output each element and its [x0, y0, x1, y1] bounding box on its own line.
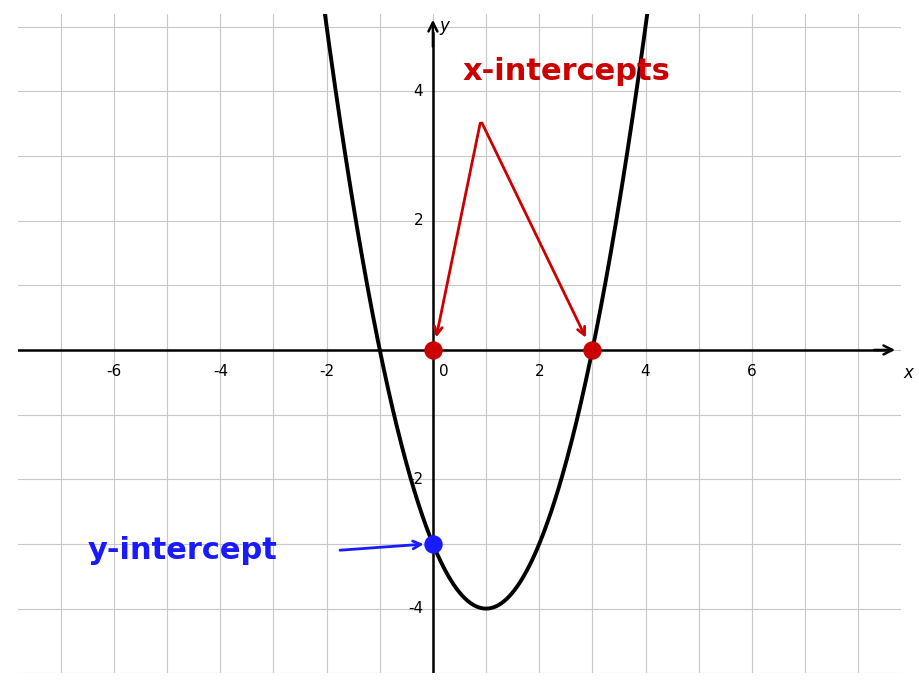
Text: 4: 4 — [414, 84, 424, 99]
Text: 0: 0 — [439, 364, 448, 379]
Text: -4: -4 — [408, 601, 424, 616]
Text: -4: -4 — [213, 364, 228, 379]
Point — [585, 344, 600, 355]
Text: y: y — [439, 17, 449, 35]
Text: x-intercepts: x-intercepts — [462, 58, 670, 87]
Text: x: x — [903, 364, 913, 382]
Text: -2: -2 — [408, 472, 424, 487]
Text: -6: -6 — [107, 364, 121, 379]
Text: y-intercept: y-intercept — [87, 536, 278, 565]
Text: 2: 2 — [414, 213, 424, 228]
Text: 2: 2 — [535, 364, 544, 379]
Text: 4: 4 — [641, 364, 651, 379]
Text: 6: 6 — [747, 364, 756, 379]
Point — [425, 539, 440, 550]
Text: -2: -2 — [319, 364, 335, 379]
Point — [425, 344, 440, 355]
